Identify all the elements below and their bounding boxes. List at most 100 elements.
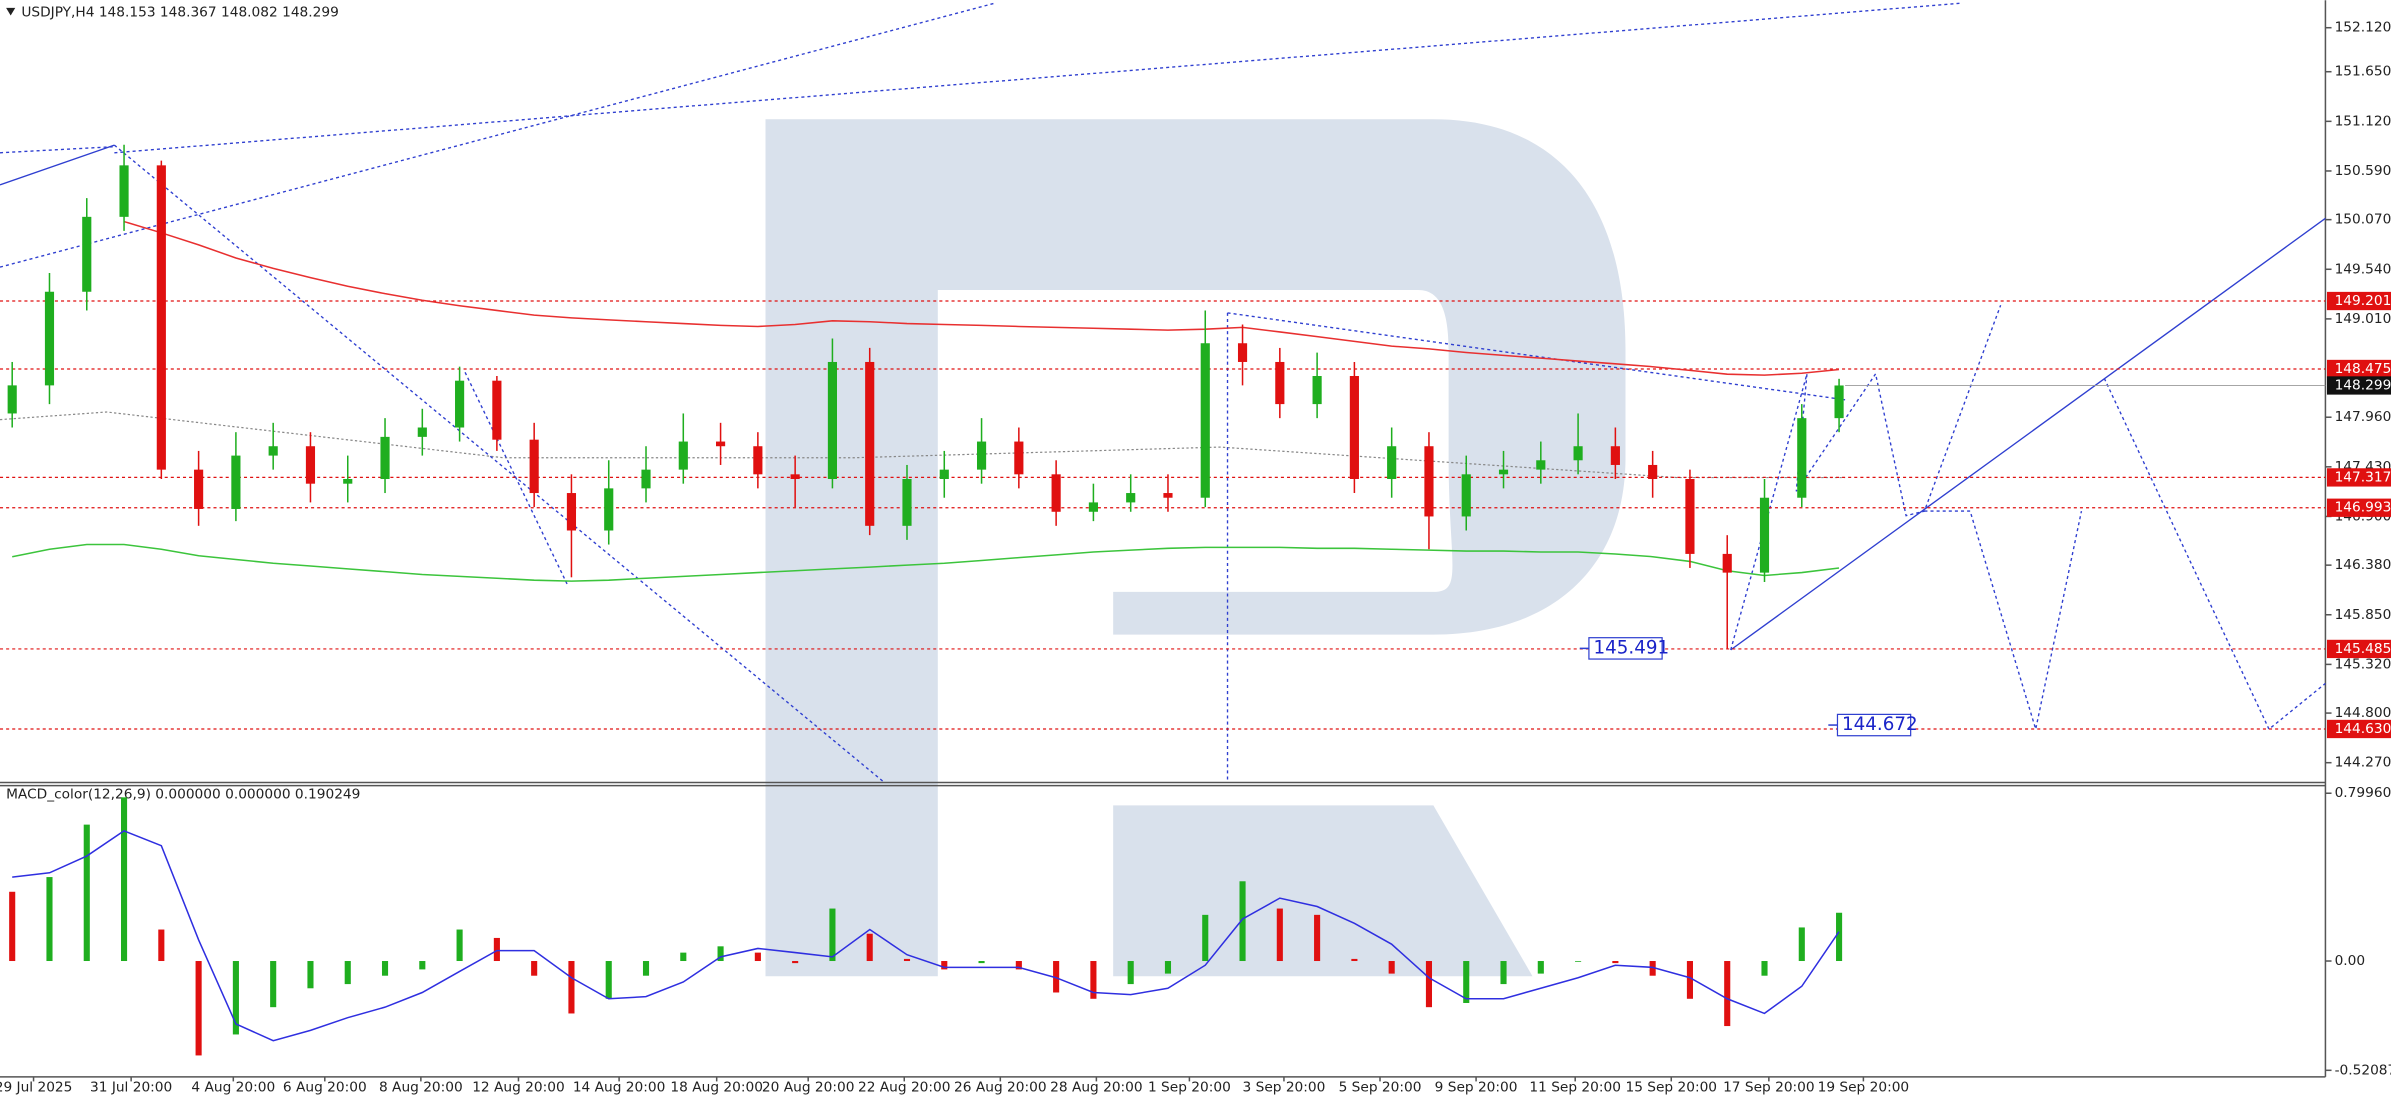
candle-body [1163, 493, 1173, 498]
macd-bar [866, 933, 873, 962]
candle-body [1014, 441, 1024, 475]
macd-tick-label: 0.799602 [2335, 785, 2391, 801]
macd-tick-label: -0.520878 [2335, 1062, 2391, 1078]
candle-body [1648, 464, 1658, 480]
candle-body [1126, 493, 1136, 503]
candle-body [1498, 469, 1509, 475]
x-tick-label: 31 Jul 20:00 [90, 1080, 172, 1096]
y-tick-label: 145.850 [2335, 607, 2391, 623]
current-price-label: 148.299 [2335, 377, 2391, 393]
macd-bar [642, 961, 650, 976]
macd-bar [754, 952, 761, 962]
candle-body [1610, 446, 1620, 465]
candle-body [1759, 497, 1770, 573]
annotation-label: 144.672 [1842, 714, 1918, 735]
annotation-box [1836, 713, 1912, 737]
macd-bar [195, 961, 202, 1056]
macd-bar [531, 961, 538, 976]
candle-body [1237, 343, 1248, 362]
candle-body [678, 441, 688, 470]
candle-body [1349, 376, 1359, 480]
x-tick-label: 15 Sep 20:00 [1625, 1080, 1717, 1096]
level-label: 145.485 [2335, 641, 2391, 657]
x-tick-label: 8 Aug 20:00 [379, 1080, 463, 1096]
x-tick-label: 22 Aug 20:00 [858, 1080, 951, 1096]
y-tick-label: 151.120 [2335, 113, 2391, 129]
macd-bar [46, 877, 53, 962]
macd-bar [1686, 961, 1693, 999]
macd-bar [1314, 914, 1321, 962]
frame [0, 0, 2327, 1078]
x-tick-label: 5 Sep 20:00 [1339, 1080, 1422, 1096]
candle-body [231, 455, 241, 509]
macd-bar [83, 824, 90, 962]
y-tick-label: 151.650 [2335, 64, 2391, 80]
macd-bar [1537, 961, 1544, 974]
candle-body [44, 291, 55, 386]
x-tick-label: 12 Aug 20:00 [472, 1080, 565, 1096]
x-tick-label: 18 Aug 20:00 [670, 1080, 763, 1096]
x-tick-label: 1 Sep 20:00 [1148, 1080, 1231, 1096]
macd-bar [1798, 927, 1805, 962]
level-label: 144.630 [2335, 721, 2391, 737]
candle-body [939, 469, 949, 480]
x-tick-label: 6 Aug 20:00 [283, 1080, 367, 1096]
y-tick-label: 147.960 [2335, 409, 2391, 425]
candle-body [380, 436, 390, 480]
y-tick-label: 144.800 [2335, 705, 2391, 721]
candle-body [7, 385, 17, 414]
macd-bar [419, 961, 426, 970]
macd-bar [605, 961, 612, 999]
chart-title: USDJPY,H4 148.153 148.367 148.082 148.29… [21, 4, 338, 20]
dotted-average [0, 411, 1846, 479]
macd-bar [1463, 961, 1470, 1003]
candle-body [1387, 446, 1397, 480]
x-tick-label: 26 Aug 20:00 [954, 1080, 1047, 1096]
y-tick-label: 144.270 [2335, 755, 2391, 771]
macd-bar [1649, 961, 1656, 976]
macd-bar [9, 891, 16, 962]
macd-bar [792, 961, 799, 964]
level-label-bg [2326, 639, 2391, 659]
y-tick-label: 152.120 [2335, 20, 2391, 36]
macd-bar [1127, 961, 1134, 985]
macd-bar [307, 961, 314, 989]
candle-body [902, 479, 912, 526]
candle-body [194, 469, 204, 509]
level-label-bg [2326, 719, 2391, 739]
x-tick-label: 9 Sep 20:00 [1435, 1080, 1518, 1096]
macd-bar [568, 961, 575, 1014]
level-label-bg [2326, 359, 2391, 379]
candle-body [1722, 553, 1732, 573]
macd-bar [1575, 961, 1582, 962]
candle-body [119, 165, 129, 217]
candle-body [1088, 502, 1098, 512]
candle-body [1200, 343, 1210, 498]
candle-body [82, 216, 92, 292]
y-tick-label: 145.320 [2335, 656, 2391, 672]
candle-body [1312, 376, 1322, 405]
macd-bar [493, 937, 500, 962]
y-tick-label: 150.590 [2335, 163, 2391, 179]
macd-bar [829, 908, 836, 962]
candle-body [790, 474, 800, 480]
macd-bar [1500, 961, 1507, 985]
macd-bar [456, 929, 463, 962]
y-tick-label: 149.010 [2335, 311, 2391, 327]
macd-bar [1425, 961, 1433, 1008]
x-tick-label: 3 Sep 20:00 [1243, 1080, 1326, 1096]
macd-bar [1015, 961, 1022, 970]
macd-bar [1388, 961, 1395, 974]
candle-body [753, 446, 763, 475]
candle-body [1834, 385, 1844, 419]
level-label-bg [2326, 468, 2391, 487]
candle-body [1051, 474, 1061, 512]
candle-body [268, 446, 278, 456]
candle-body [305, 446, 316, 484]
macd-bar [1239, 881, 1246, 962]
moving-average [123, 220, 1840, 376]
annotation-label: 145.491 [1593, 637, 1669, 658]
candle-body [1461, 474, 1471, 517]
macd-bar [903, 958, 911, 962]
